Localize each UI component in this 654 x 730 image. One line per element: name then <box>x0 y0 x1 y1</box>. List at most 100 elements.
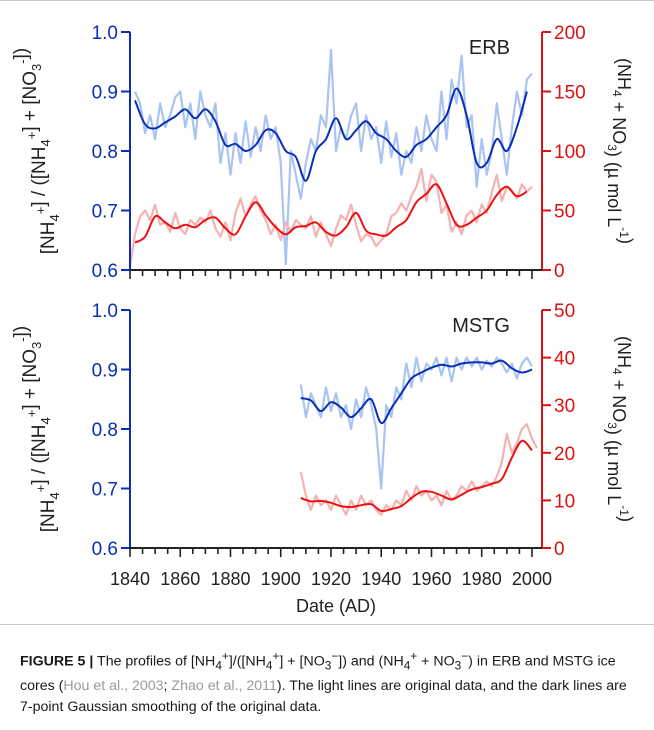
sum-smooth-line <box>134 183 528 244</box>
axis-title-part: 4 <box>38 417 53 424</box>
right-tick-label: 0 <box>554 261 565 282</box>
left-tick-label: 0.9 <box>92 83 118 104</box>
x-tick-label: 1960 <box>411 569 451 589</box>
axis-title-part: (NH <box>614 58 634 90</box>
axis-title-part: + <box>24 410 39 418</box>
axis-title-part: [NH <box>38 500 59 533</box>
sum-smooth-line <box>300 439 533 513</box>
axis-title-part: + <box>33 207 48 215</box>
axis-title-part: ) (µ mol L <box>604 151 624 227</box>
axis-title-part: (NH <box>614 336 634 368</box>
axis-title-part: [NH <box>38 222 59 255</box>
left-axis-title: [NH4+] / ([NH4+] + [NO3-]) <box>11 326 62 532</box>
x-tick-label: 1980 <box>462 569 502 589</box>
axis-title-part: 3 <box>29 64 44 71</box>
right-tick-label: 30 <box>554 396 575 417</box>
caption-ref-hou[interactable]: Hou et al., 2003 <box>63 678 164 695</box>
caption-text-g: ). The light lines are original data, an… <box>20 678 627 715</box>
ratio-smooth-line <box>134 87 528 182</box>
caption-sub: 4 <box>265 658 273 673</box>
x-axis-title: Date (AD) <box>296 596 376 616</box>
caption-divider <box>0 624 654 625</box>
panel-label: ERB <box>469 37 510 59</box>
ratio-smooth-line <box>300 359 533 425</box>
axis-title-part: ] + [NO <box>20 71 41 132</box>
axis-title-part: + <box>24 132 39 140</box>
sum-raw-line <box>299 423 538 516</box>
left-tick-label: 0.8 <box>92 142 118 163</box>
left-tick-label: 0.6 <box>92 261 118 282</box>
axis-title-part: + NO <box>609 375 629 423</box>
caption-sub: 3 <box>324 658 332 673</box>
left-tick-label: 0.8 <box>92 420 118 441</box>
right-tick-label: 50 <box>554 301 575 322</box>
left-axis-title: [NH4+] / ([NH4+] + [NO3-]) <box>11 48 62 254</box>
axis-title-part: ) <box>616 238 636 244</box>
axis-title-part: - <box>15 59 30 63</box>
caption-sep: ; <box>163 678 172 695</box>
sum-raw-line <box>128 167 533 267</box>
x-tick-label: 2000 <box>512 569 552 589</box>
axis-title-part: 3 <box>29 342 44 349</box>
caption-sup: − <box>461 649 469 663</box>
caption-sup: + <box>221 649 229 663</box>
axis-title-part: 3 <box>605 144 619 151</box>
left-tick-label: 0.7 <box>92 202 118 223</box>
caption-text-a: The profiles of [NH <box>93 653 216 670</box>
ratio-raw-line <box>299 356 533 490</box>
right-tick-label: 150 <box>554 83 586 104</box>
x-tick-label: 1920 <box>311 569 351 589</box>
x-axis: 1840 1860 1880 1900 1920 1940 1960 1980 2000 Date… <box>110 569 552 616</box>
axis-title-part: 4 <box>610 90 624 97</box>
axis-title-part: ] / ([NH <box>29 425 50 485</box>
right-axis-title: (NH4 + NO3) (µ mol L-1) <box>604 58 636 244</box>
axis-title-part: ]) <box>11 326 32 338</box>
caption-label: FIGURE 5 | <box>20 653 94 670</box>
axis-title-part: 3 <box>605 422 619 429</box>
ratio-raw-line <box>133 48 533 266</box>
right-tick-label: 100 <box>554 142 586 163</box>
top-border <box>0 0 654 1</box>
x-tick-label: 1880 <box>210 569 250 589</box>
x-tick-label: 1940 <box>361 569 401 589</box>
left-tick-label: 0.7 <box>92 480 118 501</box>
figure-caption: FIGURE 5 | The profiles of [NH4+]/([NH4+… <box>20 646 640 717</box>
caption-text-c: ] + [NO <box>279 653 325 670</box>
x-tick-label: 1860 <box>160 569 200 589</box>
caption-text-d: ]) and (NH <box>338 653 404 670</box>
axis-title-part: ) (µ mol L <box>604 429 624 505</box>
axis-title-part: + NO <box>609 97 629 145</box>
caption-sub: 4 <box>215 658 222 673</box>
axis-title-part: - <box>15 337 30 341</box>
axis-title-part: ]) <box>11 48 32 60</box>
axis-title-part: -1 <box>617 505 631 516</box>
right-tick-label: 10 <box>554 491 575 512</box>
left-tick-label: 0.6 <box>92 539 118 560</box>
left-tick-label: 1.0 <box>92 301 118 322</box>
left-tick-label: 1.0 <box>92 23 118 44</box>
caption-sub: 4 <box>403 658 411 673</box>
right-tick-label: 200 <box>554 23 586 44</box>
axis-title-part: ) <box>616 516 636 522</box>
caption-text-f: ) in ERB and MSTG ice cores ( <box>20 653 616 695</box>
right-tick-label: 40 <box>554 349 575 370</box>
caption-text-b: ]/([NH <box>228 653 266 670</box>
caption-ref-zhao[interactable]: Zhao et al., 2011 <box>171 678 277 695</box>
axis-title-part: ] + [NO <box>20 349 41 410</box>
axis-title-part: 4 <box>47 214 62 221</box>
x-tick-label: 1900 <box>261 569 301 589</box>
right-tick-label: 50 <box>554 202 575 223</box>
caption-sup: − <box>331 649 339 663</box>
right-axis-title: (NH4 + NO3) (µ mol L-1) <box>604 336 636 522</box>
left-tick-label: 0.9 <box>92 361 118 382</box>
caption-sup: + <box>410 649 418 663</box>
axis-title-part: ] / ([NH <box>29 147 50 207</box>
caption-text-e: + NO <box>417 653 455 670</box>
axis-title-part: + <box>33 485 48 493</box>
axis-title-part: 4 <box>38 139 53 146</box>
caption-sup: + <box>272 649 280 663</box>
axis-title-part: 4 <box>610 368 624 375</box>
